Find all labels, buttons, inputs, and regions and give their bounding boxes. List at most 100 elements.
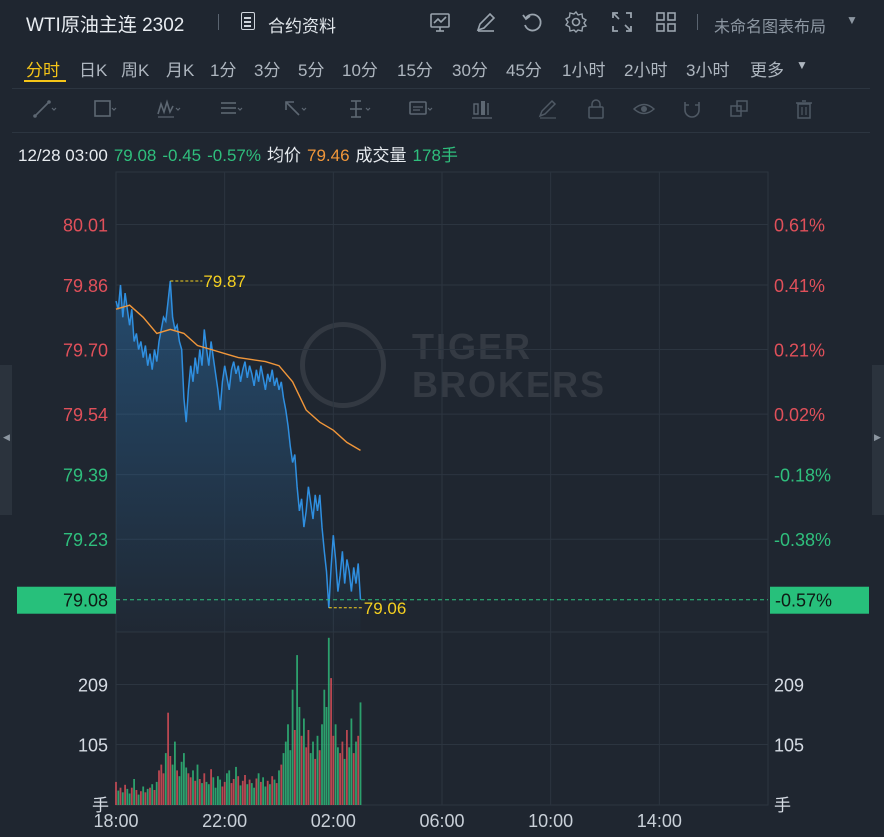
arrow-tool-icon[interactable] — [282, 98, 308, 120]
volume-bar — [135, 790, 138, 805]
volume-bar — [352, 753, 355, 805]
volume-bar — [217, 776, 219, 805]
volume-bar — [169, 756, 172, 805]
volume-bar — [192, 770, 194, 805]
volume-bar — [237, 776, 240, 805]
chevron-right-icon: ▶ — [874, 432, 881, 442]
tab-timeframe[interactable]: 日K — [79, 61, 108, 80]
volume-bar — [133, 779, 135, 805]
x-tick-label: 06:00 — [419, 811, 464, 831]
y-tick-label-right: -0.38% — [774, 530, 831, 550]
high-price-label: 79.87 — [203, 272, 246, 291]
volume-bar — [119, 787, 122, 805]
x-tick-label: 18:00 — [93, 811, 138, 831]
eye-icon[interactable] — [632, 98, 658, 120]
undo-icon[interactable] — [520, 10, 544, 34]
brush-icon[interactable] — [536, 98, 562, 120]
layout-selector[interactable]: 未命名图表布局 — [714, 19, 827, 36]
volume-bar — [194, 780, 197, 805]
volume-bar — [291, 689, 294, 805]
volume-bar — [160, 764, 163, 805]
tab-timeframe[interactable]: 2小时 — [624, 61, 668, 80]
header-divider — [697, 14, 698, 30]
tab-timeframe[interactable]: 1小时 — [562, 61, 606, 80]
volume-bar — [151, 784, 154, 805]
annotation-tool-icon[interactable] — [408, 98, 434, 120]
volume-bar — [355, 741, 357, 805]
y-tick-label-right: 0.41% — [774, 276, 825, 296]
tab-timeframe[interactable]: 周K — [121, 61, 150, 80]
settings-gear-icon[interactable] — [564, 10, 588, 34]
volume-bar — [196, 764, 199, 805]
lock-icon[interactable] — [584, 98, 610, 120]
contract-info-link[interactable]: 合约资料 — [268, 17, 336, 36]
volume-bar — [287, 724, 289, 805]
volume-bar — [203, 773, 206, 805]
volume-bar — [214, 787, 217, 805]
volume-bar — [149, 787, 151, 805]
volume-bar — [226, 773, 228, 805]
volume-bar — [230, 783, 233, 805]
tab-timeframe[interactable]: 3小时 — [686, 61, 730, 80]
volume-bar — [201, 783, 203, 805]
fullscreen-icon[interactable] — [610, 10, 634, 34]
chevron-down-icon[interactable]: ▼ — [796, 58, 808, 72]
volume-bar — [346, 730, 348, 805]
tab-timeframe[interactable]: 3分 — [254, 61, 281, 80]
volume-bar — [327, 637, 330, 805]
x-tick-label: 02:00 — [311, 811, 356, 831]
tab-timeframe[interactable]: 10分 — [342, 61, 378, 80]
volume-bar — [178, 776, 181, 805]
volume-bar — [280, 764, 283, 805]
tab-timeframe[interactable]: 1分 — [210, 61, 237, 80]
rectangle-tool-icon[interactable] — [92, 98, 118, 120]
chart-type-icon[interactable] — [428, 10, 452, 34]
volume-bar — [174, 741, 176, 805]
layout-grid-icon[interactable] — [654, 10, 678, 34]
left-panel-toggle[interactable]: ◀ — [0, 365, 12, 515]
edit-icon[interactable] — [474, 10, 498, 34]
chevron-left-icon: ◀ — [3, 432, 10, 442]
volume-bar — [167, 712, 169, 805]
tab-timeframe[interactable]: 15分 — [397, 61, 433, 80]
volume-bar — [117, 790, 120, 805]
tab-timeframe[interactable]: 更多 — [750, 61, 784, 80]
clone-icon[interactable] — [728, 98, 754, 120]
y-tick-label-left: 79.86 — [63, 276, 108, 296]
tab-timeframe[interactable]: 分时 — [26, 61, 60, 80]
text-cursor-tool-icon[interactable] — [346, 98, 372, 120]
volume-bar — [253, 787, 255, 805]
volume-tick-label-left: 209 — [78, 675, 108, 695]
volume-bar — [171, 764, 174, 805]
trendline-tool-icon[interactable] — [32, 98, 58, 120]
header-bar: WTI原油主连 2302 合约资料 未命名图表布局 ▼ — [0, 0, 884, 46]
tab-timeframe[interactable]: 5分 — [298, 61, 325, 80]
avg-price-value: 79.46 — [306, 146, 350, 165]
candlestick-pattern-icon[interactable] — [470, 98, 496, 120]
chevron-down-icon[interactable]: ▼ — [846, 13, 858, 27]
volume-bar — [269, 784, 271, 805]
fibonacci-tool-icon[interactable] — [218, 98, 244, 120]
volume-bar — [126, 788, 129, 805]
divider — [12, 88, 870, 89]
y-tick-label-left: 79.54 — [63, 405, 108, 425]
y-tick-label-right: 0.02% — [774, 405, 825, 425]
magnet-icon[interactable] — [680, 98, 706, 120]
instrument-title[interactable]: WTI原油主连 2302 — [26, 15, 185, 36]
tab-timeframe[interactable]: 45分 — [506, 61, 542, 80]
volume-bar — [318, 750, 321, 805]
volume-bar — [246, 784, 249, 805]
volume-bar — [176, 770, 178, 805]
wave-tool-icon[interactable] — [156, 98, 182, 120]
trash-icon[interactable] — [792, 98, 818, 120]
volume-bar — [180, 761, 183, 806]
tab-timeframe[interactable]: 月K — [166, 61, 195, 80]
volume-bar — [312, 741, 314, 805]
right-panel-toggle[interactable]: ▶ — [872, 365, 884, 515]
x-tick-label: 22:00 — [202, 811, 247, 831]
volume-bar — [284, 741, 287, 805]
document-icon[interactable] — [241, 12, 255, 30]
volume-bar — [359, 702, 362, 805]
tab-timeframe[interactable]: 30分 — [452, 61, 488, 80]
